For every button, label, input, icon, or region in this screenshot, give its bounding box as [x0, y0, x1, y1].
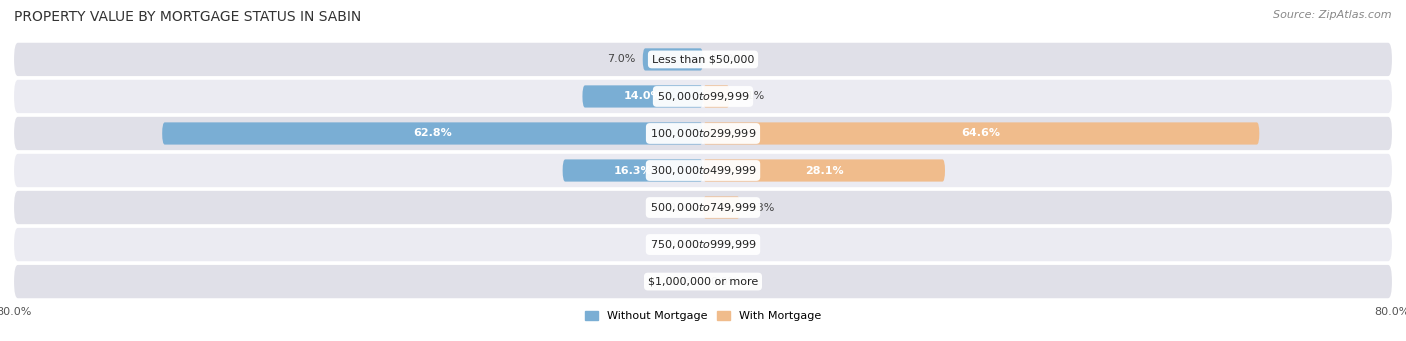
Text: 0.0%: 0.0%: [710, 239, 738, 250]
FancyBboxPatch shape: [703, 159, 945, 182]
FancyBboxPatch shape: [643, 48, 703, 71]
Text: 0.0%: 0.0%: [710, 277, 738, 286]
Text: $100,000 to $299,999: $100,000 to $299,999: [650, 127, 756, 140]
FancyBboxPatch shape: [703, 85, 730, 107]
FancyBboxPatch shape: [14, 228, 1392, 261]
FancyBboxPatch shape: [14, 80, 1392, 113]
Text: 0.0%: 0.0%: [710, 55, 738, 64]
Text: 62.8%: 62.8%: [413, 129, 451, 138]
FancyBboxPatch shape: [562, 159, 703, 182]
Text: 14.0%: 14.0%: [623, 91, 662, 102]
FancyBboxPatch shape: [14, 265, 1392, 298]
Text: $750,000 to $999,999: $750,000 to $999,999: [650, 238, 756, 251]
Text: 3.1%: 3.1%: [737, 91, 765, 102]
FancyBboxPatch shape: [703, 122, 1260, 145]
Text: PROPERTY VALUE BY MORTGAGE STATUS IN SABIN: PROPERTY VALUE BY MORTGAGE STATUS IN SAB…: [14, 10, 361, 24]
Text: 16.3%: 16.3%: [613, 165, 652, 176]
Text: 0.0%: 0.0%: [668, 239, 696, 250]
FancyBboxPatch shape: [703, 196, 740, 219]
Text: 28.1%: 28.1%: [804, 165, 844, 176]
FancyBboxPatch shape: [14, 191, 1392, 224]
Text: Less than $50,000: Less than $50,000: [652, 55, 754, 64]
FancyBboxPatch shape: [14, 154, 1392, 187]
Text: $50,000 to $99,999: $50,000 to $99,999: [657, 90, 749, 103]
Text: 0.0%: 0.0%: [668, 203, 696, 212]
FancyBboxPatch shape: [14, 43, 1392, 76]
FancyBboxPatch shape: [582, 85, 703, 107]
FancyBboxPatch shape: [162, 122, 703, 145]
Text: 64.6%: 64.6%: [962, 129, 1001, 138]
Text: $1,000,000 or more: $1,000,000 or more: [648, 277, 758, 286]
Text: 7.0%: 7.0%: [607, 55, 636, 64]
Text: $500,000 to $749,999: $500,000 to $749,999: [650, 201, 756, 214]
Text: 4.3%: 4.3%: [747, 203, 775, 212]
Legend: Without Mortgage, With Mortgage: Without Mortgage, With Mortgage: [581, 306, 825, 326]
Text: 0.0%: 0.0%: [668, 277, 696, 286]
FancyBboxPatch shape: [14, 117, 1392, 150]
Text: $300,000 to $499,999: $300,000 to $499,999: [650, 164, 756, 177]
Text: Source: ZipAtlas.com: Source: ZipAtlas.com: [1274, 10, 1392, 20]
